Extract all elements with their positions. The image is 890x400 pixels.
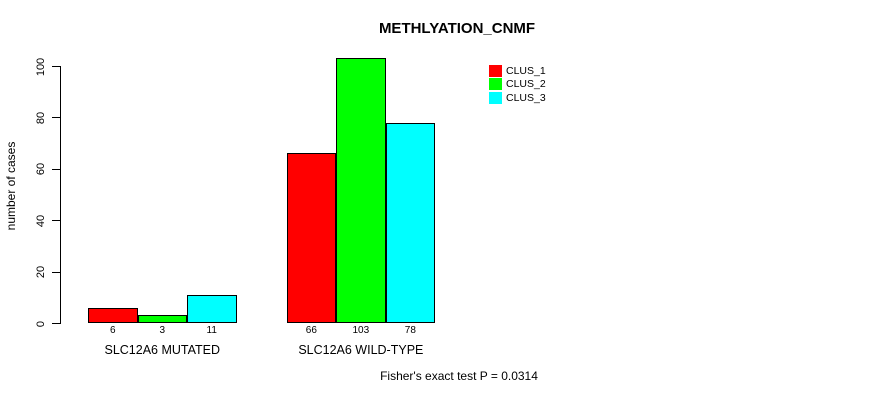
y-axis-tick-label: 40 [35, 214, 47, 227]
y-axis-tick [52, 168, 60, 170]
bar-value-label: 6 [109, 325, 116, 336]
legend-swatch-clus-1-icon [489, 65, 502, 77]
bar-value-label: 11 [206, 325, 217, 336]
y-axis-tick [52, 271, 60, 273]
legend: CLUS_1 CLUS_2 CLUS_3 [489, 65, 546, 105]
fisher-test-annotation: Fisher's exact test P = 0.0314 [380, 369, 538, 383]
bar-value-label: 103 [352, 325, 370, 336]
y-axis-tick-label: 80 [35, 111, 47, 125]
y-axis-tick [52, 66, 60, 67]
legend-item-clus-3: CLUS_3 [489, 91, 546, 104]
y-axis-tick [52, 220, 60, 222]
bar-value-label: 66 [305, 325, 317, 336]
y-axis-label: number of cases [4, 141, 18, 231]
legend-item-clus-1: CLUS_1 [489, 65, 546, 77]
y-axis-tick-label: 0 [35, 320, 47, 327]
bar-clus_1-2 [286, 153, 337, 323]
bar-clus_3-2 [385, 122, 436, 323]
chart-title: METHLYATION_CNMF [378, 20, 536, 37]
bar-clus_3-1 [187, 294, 237, 323]
legend-swatch-clus-3-icon [489, 91, 502, 104]
legend-label-clus-1: CLUS_1 [506, 65, 546, 77]
y-axis-tick [52, 323, 60, 324]
bar-clus_2-1 [137, 315, 187, 323]
y-axis-tick-label: 60 [35, 163, 47, 176]
legend-swatch-clus-2-icon [489, 78, 502, 91]
category-label: SLC12A6 WILD-TYPE [298, 343, 424, 357]
y-axis-line [60, 66, 61, 324]
bar-clus_1-1 [88, 307, 138, 323]
y-axis-tick-label: 20 [35, 265, 47, 279]
legend-item-clus-2: CLUS_2 [489, 78, 546, 91]
bar-value-label: 3 [159, 325, 166, 336]
y-axis-tick-label: 100 [35, 57, 47, 76]
category-label: SLC12A6 MUTATED [104, 343, 221, 357]
bar-clus_2-2 [336, 58, 386, 323]
bar-value-label: 78 [404, 325, 416, 336]
legend-label-clus-2: CLUS_2 [506, 78, 546, 91]
legend-label-clus-3: CLUS_3 [506, 91, 546, 104]
y-axis-tick [52, 117, 60, 119]
